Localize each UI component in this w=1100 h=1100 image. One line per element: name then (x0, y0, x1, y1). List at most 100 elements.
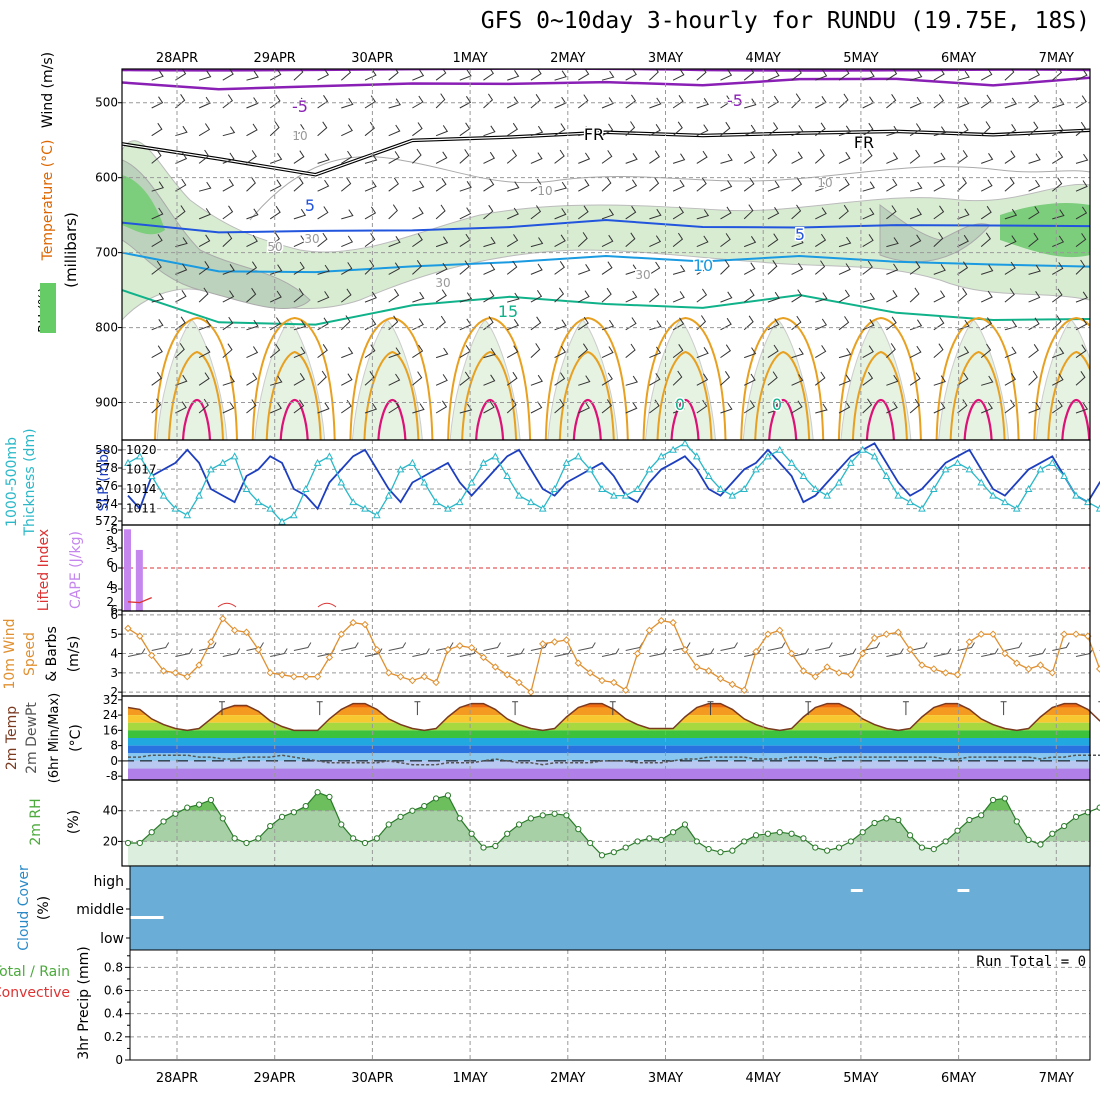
wind10-barb (459, 648, 478, 657)
wind-barb (175, 152, 188, 164)
wind-barb (909, 123, 922, 137)
wind10-barb (293, 642, 312, 651)
wind-barb (909, 149, 921, 164)
thickness-point (799, 471, 808, 479)
temp-band (128, 715, 1090, 723)
thickness-point (420, 478, 429, 486)
wind10-point (515, 678, 523, 687)
wind-barb (625, 264, 638, 275)
wind-barb (1028, 232, 1039, 247)
wind-barb (459, 260, 470, 275)
wind-barb (980, 69, 993, 81)
thickness-point (218, 458, 227, 466)
wind-barb (791, 151, 803, 164)
wind-barb (1004, 124, 1017, 137)
thickness-point (598, 484, 606, 493)
rh2m-point (243, 839, 250, 847)
wind-barb (625, 121, 636, 137)
wind10-tick-label: 5 (110, 627, 118, 641)
wind-barb (1004, 208, 1018, 220)
wind-barb (530, 205, 542, 220)
wind-barb (1075, 402, 1089, 414)
wind10-point (432, 678, 440, 687)
wind-barb (270, 402, 282, 414)
thickness-point (432, 498, 440, 506)
wind-barb (696, 373, 709, 386)
wind-barb (293, 177, 304, 192)
wind-barb (980, 121, 991, 137)
wind-barb (1075, 344, 1087, 359)
thickness-point (621, 491, 630, 499)
wind-barb (838, 263, 851, 275)
wind-barb (1052, 150, 1064, 164)
wind-barb (815, 69, 828, 81)
wind-barb (506, 398, 517, 414)
pressure-tick-label: 800 (95, 321, 118, 335)
rh2m-point (207, 796, 215, 804)
wind10-point (574, 659, 583, 667)
date-label-top: 2MAY (550, 51, 585, 66)
wind-barb (720, 344, 731, 359)
contour-label: 10 (537, 184, 552, 198)
rh2m-point (800, 835, 807, 842)
wind-barb (1004, 261, 1016, 275)
wind-barb (625, 290, 638, 303)
wind-barb (506, 207, 519, 220)
wind-barb (293, 124, 306, 137)
temp-band (128, 753, 1090, 761)
rh-50-shading (122, 159, 311, 310)
wind10-point (704, 667, 713, 675)
wind-barb (933, 343, 944, 358)
wind-barb (507, 319, 520, 331)
wind10-point (633, 649, 642, 658)
wind-barb (743, 69, 755, 81)
temp-band (128, 768, 1090, 780)
wind-barb (222, 205, 234, 220)
li-tick-label: 3 (110, 582, 118, 596)
rh2m-point (752, 832, 760, 839)
thickness-point (313, 458, 322, 466)
wind10-point (752, 647, 760, 656)
wind-barb (317, 402, 330, 414)
wind10-point (882, 630, 891, 638)
rh2m-point (930, 846, 937, 853)
rh2m-point (942, 838, 949, 845)
contour-label: 5 (305, 196, 315, 215)
wind-barb (554, 372, 566, 386)
wind-barb (1028, 344, 1039, 358)
cloud-tick-label: low (100, 931, 124, 947)
wind-barb (506, 122, 518, 137)
wind10-point (266, 669, 274, 677)
temp-30-contour (1061, 398, 1090, 440)
wind-barb (862, 292, 876, 303)
wind10-barb (435, 642, 454, 651)
rh2m-point (397, 813, 404, 820)
rh2m-point (989, 796, 997, 804)
thickness-point (1012, 504, 1021, 512)
wind-barb (838, 374, 851, 386)
temp-band (128, 738, 1090, 746)
wind10-point (776, 626, 784, 635)
ylabel-temperature: Temperature (°C) (40, 140, 56, 262)
wind10-point (728, 680, 737, 689)
slp-tick-label: 1020 (126, 443, 157, 457)
thickness-point (977, 478, 986, 486)
wind-barb (625, 343, 636, 358)
wind-barb (175, 178, 187, 192)
slp-tick-label: 1017 (126, 462, 157, 476)
wind10-point (894, 628, 902, 636)
wind-barb (957, 70, 970, 81)
wind-barb (554, 287, 565, 303)
wind10-barb (981, 648, 999, 657)
wind-barb (649, 124, 661, 137)
wind-barb (933, 232, 944, 247)
wind10-point (349, 618, 357, 627)
rh-low-shading (254, 319, 326, 440)
wind-barb (317, 121, 328, 137)
cloud-segment (128, 916, 164, 919)
wind-barb (980, 232, 991, 247)
wind-barb (862, 319, 875, 331)
precip-tick-label: 0.4 (104, 1007, 123, 1021)
wind-barb (222, 316, 234, 331)
temp-25-contour (168, 350, 224, 440)
